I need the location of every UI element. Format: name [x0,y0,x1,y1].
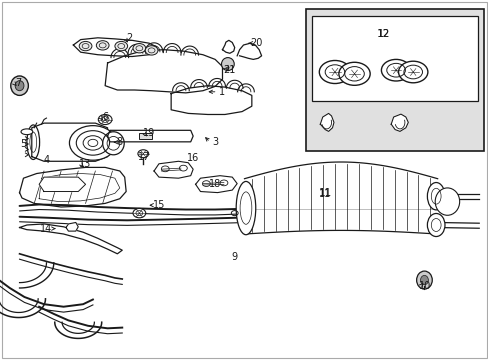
Text: 12: 12 [377,29,389,39]
Ellipse shape [236,181,255,235]
Text: 5: 5 [20,139,26,149]
Text: 11: 11 [318,188,331,198]
Text: 1: 1 [219,87,225,97]
Polygon shape [32,123,107,161]
Circle shape [145,46,158,55]
Text: 9: 9 [231,252,237,262]
Text: 21: 21 [223,65,236,75]
Bar [305,9,483,151]
Circle shape [133,208,145,218]
Polygon shape [222,40,234,53]
Polygon shape [66,222,78,231]
Text: 15: 15 [152,200,165,210]
Circle shape [338,62,369,85]
Ellipse shape [15,81,24,91]
Ellipse shape [221,58,234,71]
Ellipse shape [427,213,444,237]
Text: 16: 16 [186,153,199,163]
Circle shape [398,61,427,83]
Ellipse shape [21,129,33,135]
Ellipse shape [11,76,28,95]
Text: 18: 18 [208,179,221,189]
Polygon shape [73,38,156,57]
Circle shape [79,41,92,51]
Ellipse shape [420,275,427,285]
Circle shape [69,126,116,160]
Ellipse shape [416,271,431,289]
Text: 20: 20 [250,38,263,48]
Text: 3: 3 [212,137,218,147]
Circle shape [381,59,410,81]
Text: 10: 10 [418,281,431,291]
Text: 6: 6 [102,112,108,122]
Text: 7: 7 [16,78,21,88]
Polygon shape [237,43,261,59]
Text: 11: 11 [318,189,331,199]
Polygon shape [320,113,333,131]
Polygon shape [390,114,407,131]
Polygon shape [195,176,237,193]
Text: 12: 12 [376,29,390,39]
Text: 13: 13 [79,159,92,169]
Ellipse shape [434,188,459,215]
Text: 14: 14 [40,224,53,234]
Circle shape [115,41,127,51]
Circle shape [96,41,109,50]
Polygon shape [39,177,85,192]
Polygon shape [20,167,126,207]
Polygon shape [244,162,437,234]
Polygon shape [154,161,193,178]
Polygon shape [171,86,251,114]
Circle shape [138,150,148,158]
Text: 19: 19 [142,128,155,138]
Bar [139,133,151,139]
Ellipse shape [427,183,444,210]
Polygon shape [105,50,222,93]
Text: 17: 17 [138,152,150,162]
Text: 2: 2 [126,33,132,43]
Text: 4: 4 [43,155,49,165]
Circle shape [133,44,145,53]
Circle shape [319,60,350,84]
Ellipse shape [102,132,124,155]
Polygon shape [107,130,193,142]
Polygon shape [20,224,122,254]
Text: 8: 8 [117,137,122,147]
Bar [311,16,477,101]
Circle shape [98,114,112,125]
